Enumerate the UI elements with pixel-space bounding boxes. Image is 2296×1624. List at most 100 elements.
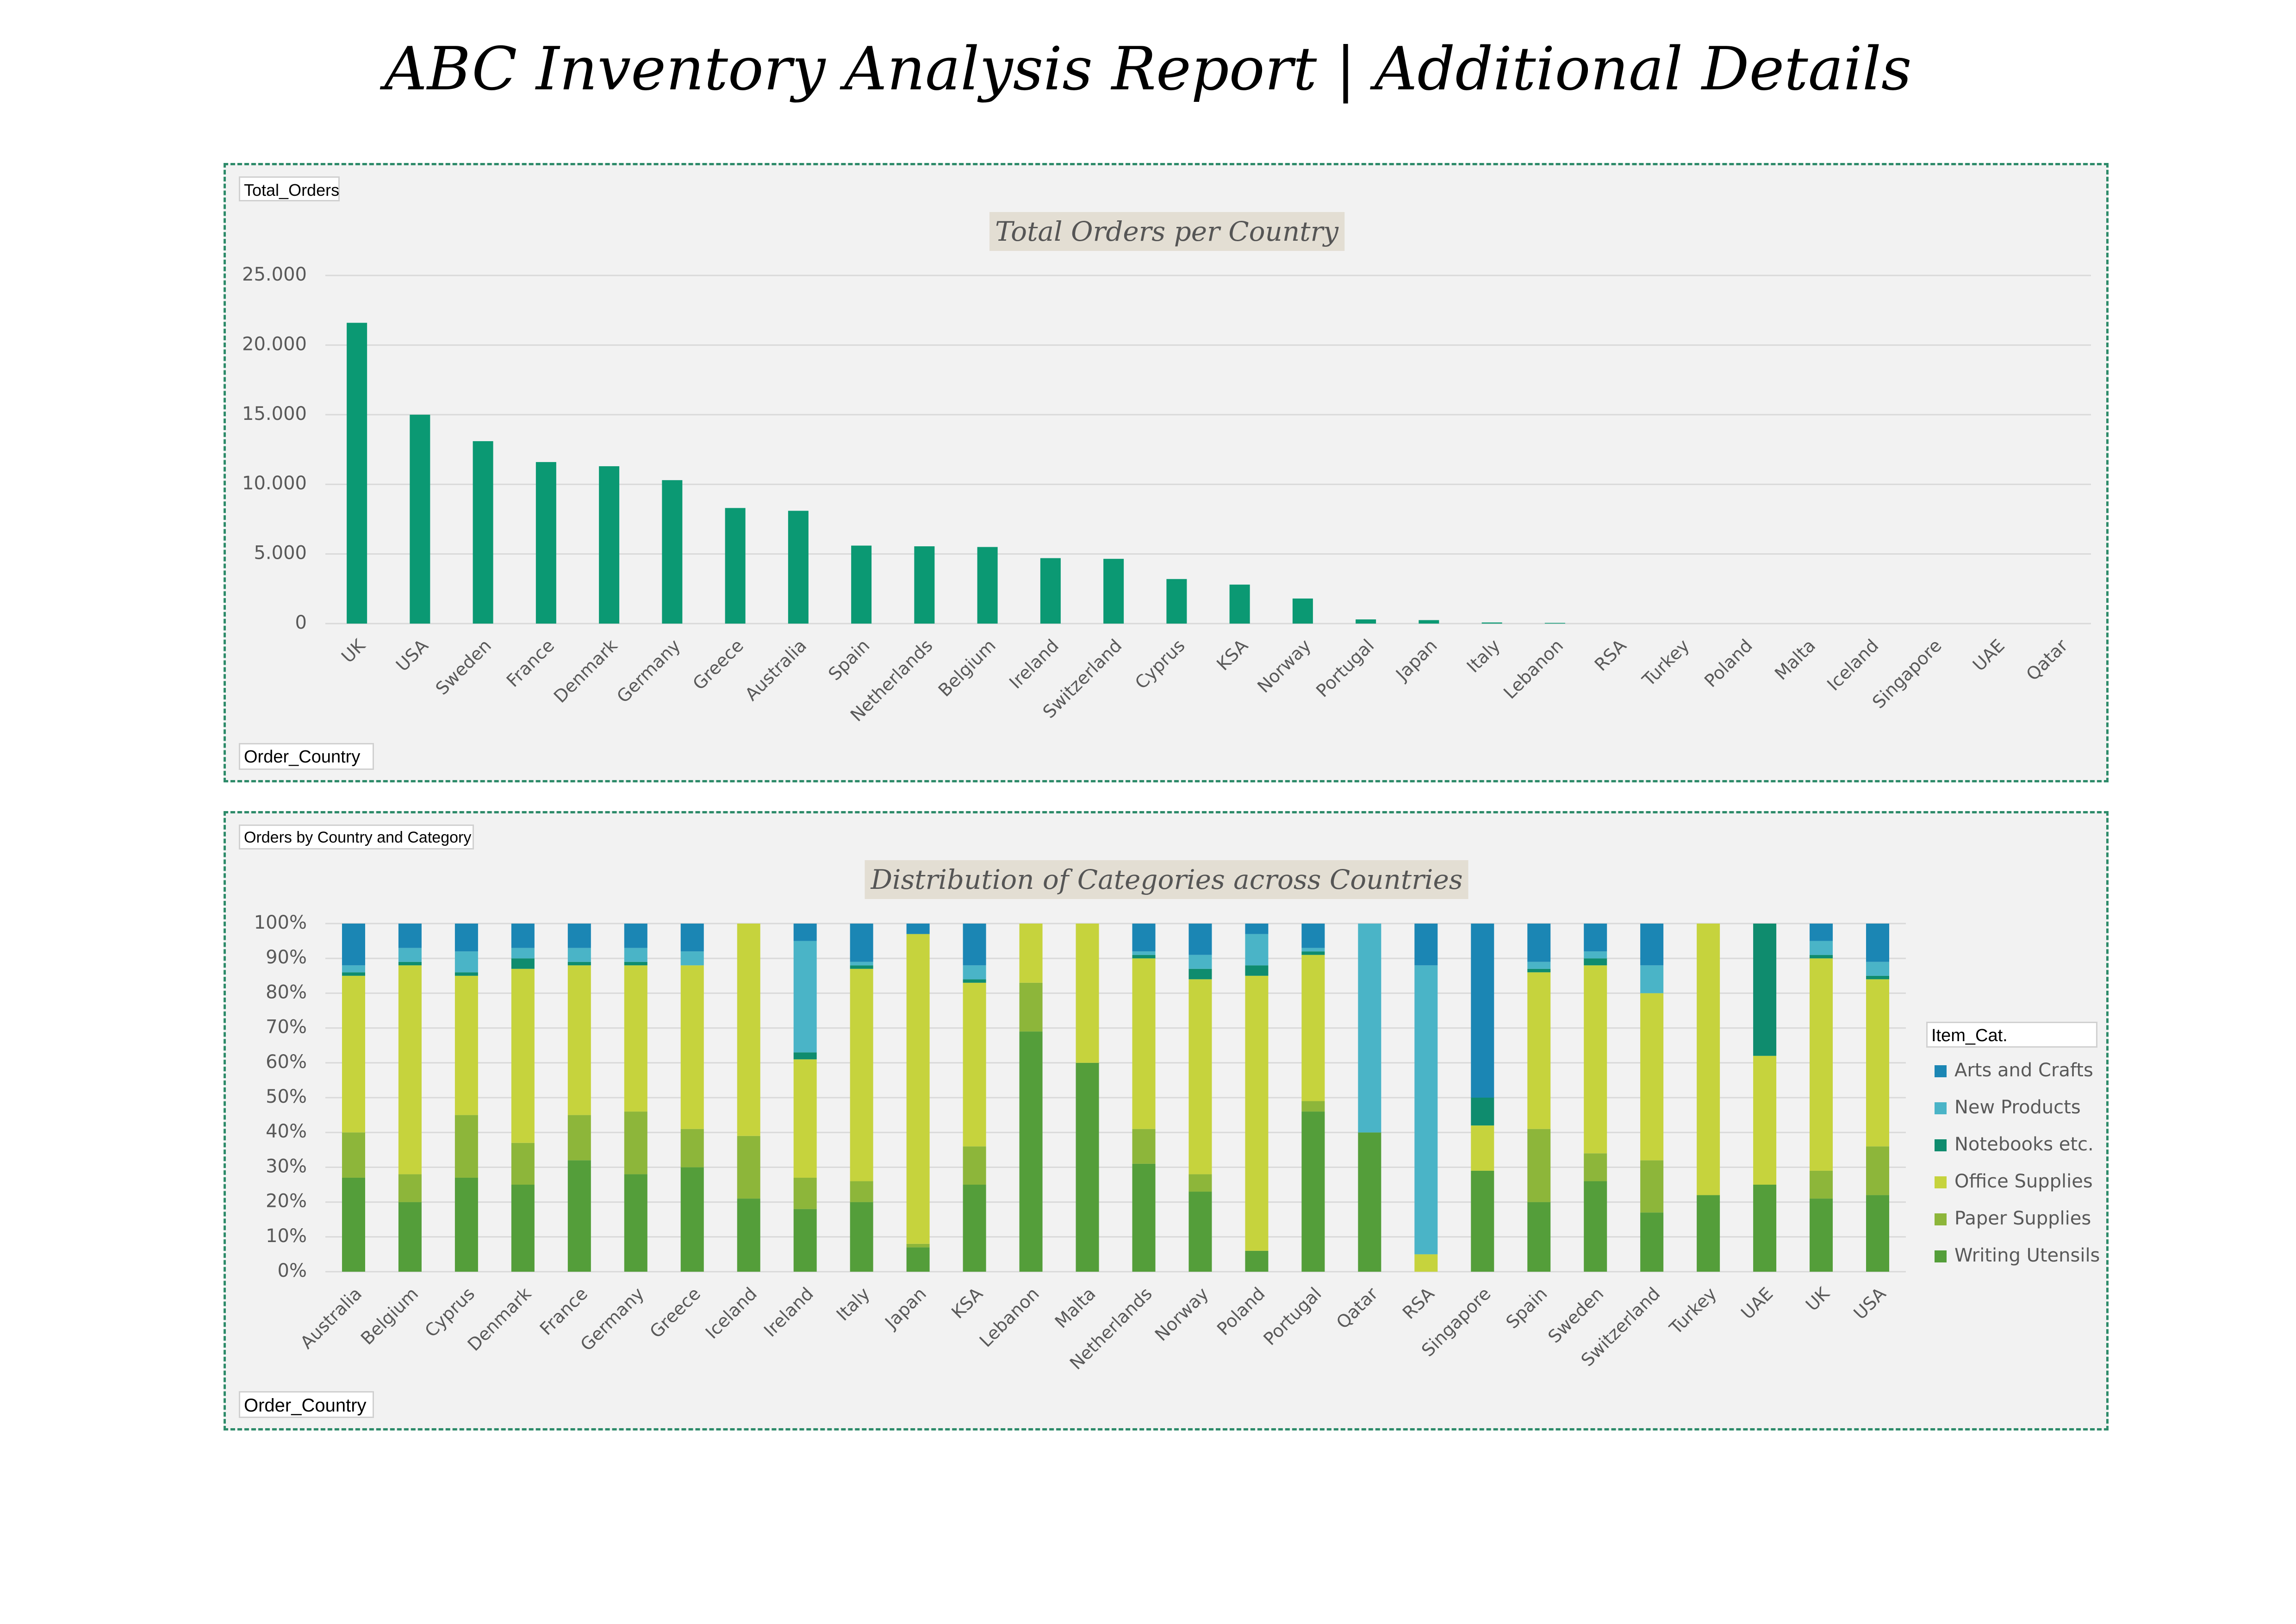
stack-segment-new-products — [1810, 941, 1833, 955]
stack-segment-arts-and-crafts — [398, 924, 422, 948]
stack-segment-arts-and-crafts — [1301, 924, 1325, 948]
y-tick-label: 5.000 — [254, 543, 307, 564]
bar-greece — [725, 508, 746, 624]
bar-spain — [851, 545, 872, 624]
stack-segment-arts-and-crafts — [1584, 924, 1607, 952]
y-tick-label: 40% — [266, 1121, 307, 1142]
total-orders-field-button[interactable]: Total_Orders — [239, 176, 340, 201]
stack-segment-paper-supplies — [1301, 1101, 1325, 1112]
item-category-field-button[interactable]: Item_Cat. — [1926, 1022, 2097, 1048]
bar-denmark — [599, 466, 620, 624]
x-tick-label: Australia — [741, 635, 810, 705]
x-tick-label: UK — [337, 635, 369, 667]
x-tick-label: Qatar — [1332, 1283, 1382, 1333]
stack-segment-arts-and-crafts — [1866, 924, 1890, 962]
bar-netherlands — [914, 546, 935, 624]
x-tick-label: Qatar — [2022, 635, 2072, 685]
bar-lebanon — [1544, 623, 1565, 624]
x-tick-label: Belgium — [357, 1283, 422, 1349]
bar-france — [535, 462, 556, 624]
y-tick-label: 60% — [266, 1051, 307, 1073]
y-tick-label: 0% — [278, 1260, 307, 1281]
stack-segment-arts-and-crafts — [1527, 924, 1551, 962]
stack-segment-writing-utensils — [1076, 1062, 1099, 1272]
bar-ireland — [1040, 558, 1061, 624]
chart-title-group: Distribution of Categories across Countr… — [865, 860, 1468, 899]
x-tick-label: Norway — [1151, 1283, 1213, 1345]
chart-title: Distribution of Categories across Countr… — [870, 864, 1462, 895]
x-tick-label: Iceland — [702, 1283, 761, 1343]
stack-segment-new-products — [454, 951, 478, 973]
stack-segment-office-supplies — [1697, 924, 1720, 1195]
stack-segment-office-supplies — [1019, 924, 1043, 983]
stack-segment-notebooks-etc — [1471, 1098, 1494, 1126]
bar-italy — [1481, 622, 1502, 624]
stack-segment-arts-and-crafts — [906, 924, 930, 934]
stack-segment-notebooks-etc — [1753, 924, 1777, 1056]
stack-segment-arts-and-crafts — [511, 924, 535, 948]
stack-segment-notebooks-etc — [1866, 975, 1890, 980]
stack-segment-notebooks-etc — [793, 1052, 817, 1060]
y-tick-label: 10% — [266, 1225, 307, 1247]
x-tick-label: KSA — [1213, 635, 1252, 675]
stack-segment-office-supplies — [342, 975, 365, 1133]
stack-segment-office-supplies — [1753, 1056, 1777, 1185]
stack-segment-new-products — [1245, 934, 1269, 966]
stack-segment-new-products — [1132, 951, 1156, 955]
stack-segment-writing-utensils — [793, 1209, 817, 1272]
stack-segment-office-supplies — [398, 965, 422, 1174]
stack-segment-notebooks-etc — [342, 972, 365, 976]
x-tick-label: Italy — [1463, 635, 1504, 676]
order-country-field-button-2[interactable]: Order_Country — [239, 1391, 374, 1418]
stack-segment-arts-and-crafts — [342, 924, 365, 966]
stack-segment-writing-utensils — [511, 1185, 535, 1272]
stack-segment-new-products — [850, 962, 873, 966]
stack-segment-notebooks-etc — [567, 962, 591, 966]
stack-segment-paper-supplies — [567, 1115, 591, 1161]
chart-title-background — [865, 860, 1468, 899]
stack-segment-arts-and-crafts — [1188, 924, 1212, 955]
stack-segment-arts-and-crafts — [567, 924, 591, 948]
stack-segment-writing-utensils — [1640, 1212, 1664, 1272]
stack-segment-arts-and-crafts — [1132, 924, 1156, 952]
stack-segment-arts-and-crafts — [1810, 924, 1833, 941]
x-tick-label: Ireland — [760, 1283, 817, 1341]
stack-segment-paper-supplies — [906, 1243, 930, 1248]
stack-segment-new-products — [963, 965, 986, 980]
stack-segment-writing-utensils — [1810, 1199, 1833, 1272]
stack-segment-paper-supplies — [624, 1112, 647, 1174]
x-tick-label: Belgium — [934, 635, 1000, 700]
stack-segment-office-supplies — [1076, 924, 1099, 1063]
stack-segment-notebooks-etc — [1584, 958, 1607, 966]
y-tick-label: 90% — [266, 947, 307, 968]
stack-segment-arts-and-crafts — [680, 924, 704, 952]
stack-segment-writing-utensils — [1584, 1181, 1607, 1272]
x-tick-label: UK — [1802, 1283, 1834, 1315]
stack-segment-new-products — [511, 948, 535, 959]
x-tick-label: Cyprus — [421, 1283, 479, 1341]
orders-by-country-category-button[interactable]: Orders by Country and Category — [239, 824, 474, 849]
x-tick-label: Malta — [1771, 635, 1819, 684]
x-tick-label: Germany — [613, 635, 684, 707]
category-distribution-chart: Distribution of Categories across Countr… — [254, 860, 2100, 1374]
stack-segment-notebooks-etc — [1301, 951, 1325, 955]
x-tick-label: Ireland — [1005, 635, 1063, 693]
x-tick-label: France — [503, 635, 558, 691]
category-distribution-chart-panel: Distribution of Categories across Countr… — [224, 811, 2109, 1430]
bar-norway — [1292, 598, 1313, 624]
y-tick-label: 0 — [295, 612, 307, 633]
x-tick-label: USA — [1850, 1283, 1890, 1324]
order-country-field-button[interactable]: Order_Country — [239, 743, 374, 770]
stack-segment-office-supplies — [567, 965, 591, 1115]
stack-segment-notebooks-etc — [1810, 955, 1833, 959]
stack-segment-paper-supplies — [737, 1136, 760, 1199]
y-tick-label: 100% — [254, 912, 307, 933]
legend-swatch — [1935, 1176, 1947, 1188]
stack-segment-notebooks-etc — [1188, 968, 1212, 980]
stack-segment-notebooks-etc — [1132, 955, 1156, 959]
report-title: ABC Inventory Analysis Report | Addition… — [384, 35, 1912, 104]
x-tick-label: Greece — [646, 1283, 704, 1342]
bar-uk — [347, 323, 367, 624]
stack-segment-writing-utensils — [1866, 1195, 1890, 1272]
x-tick-label: Portugal — [1259, 1283, 1325, 1349]
